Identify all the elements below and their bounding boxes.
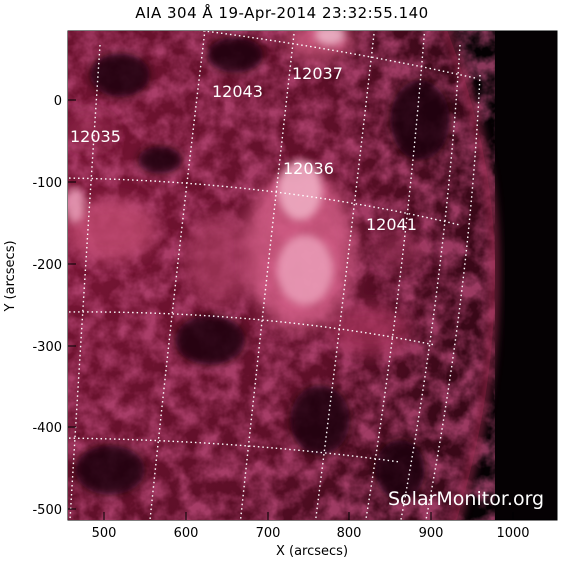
y-tick-label: -400 bbox=[32, 421, 62, 436]
region-label-12037: 12037 bbox=[292, 64, 343, 83]
region-label-12041: 12041 bbox=[366, 215, 417, 234]
x-axis-label: X (arcsecs) bbox=[276, 544, 348, 559]
y-tick-label: -500 bbox=[32, 503, 62, 518]
x-tick-label: 800 bbox=[337, 526, 362, 541]
coordinate-grid bbox=[68, 31, 481, 520]
watermark: SolarMonitor.org bbox=[388, 488, 544, 510]
region-label-12035: 12035 bbox=[70, 127, 121, 146]
x-tick-label: 500 bbox=[92, 526, 117, 541]
y-axis-ticks bbox=[68, 99, 76, 510]
x-tick-label: 900 bbox=[419, 526, 444, 541]
x-tick-label: 1000 bbox=[496, 526, 529, 541]
image-title: AIA 304 Å 19-Apr-2014 23:32:55.140 bbox=[135, 4, 429, 22]
y-tick-label: 0 bbox=[54, 94, 62, 109]
y-tick-label: -300 bbox=[32, 340, 62, 355]
solar-disk-image: 12037 12043 12035 12036 12041 SolarMonit… bbox=[68, 31, 544, 520]
y-tick-label: -200 bbox=[32, 258, 62, 273]
y-tick-label: -100 bbox=[32, 176, 62, 191]
x-tick-label: 600 bbox=[174, 526, 199, 541]
region-label-12043: 12043 bbox=[212, 82, 263, 101]
x-tick-label: 700 bbox=[256, 526, 281, 541]
region-label-12036: 12036 bbox=[283, 159, 334, 178]
y-axis-label: Y (arcsecs) bbox=[3, 240, 18, 312]
x-axis-ticks bbox=[103, 512, 514, 520]
